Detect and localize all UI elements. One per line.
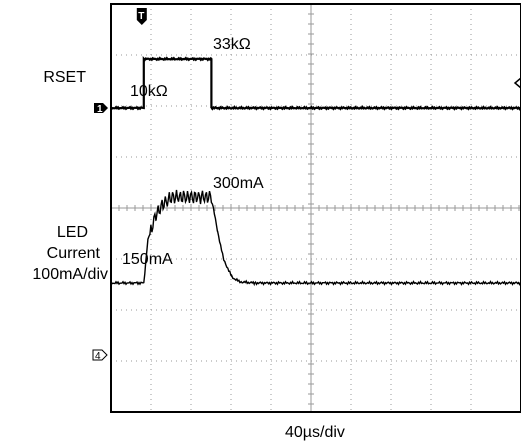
led-current-trace: [110, 189, 521, 287]
rset-high-value-label: 33kΩ: [213, 36, 251, 53]
rset-label: RSET: [43, 69, 86, 86]
channel-4-marker: [92, 349, 108, 361]
channel-1-marker: [94, 103, 108, 113]
led-high-value-label: 300mA: [213, 175, 264, 192]
rset-trace: [110, 55, 521, 111]
trigger-marker: [136, 8, 147, 25]
rset-low-value-label: 10kΩ: [130, 83, 168, 100]
trigger-level-arrow: [513, 77, 521, 89]
trigger-marker-label: T: [138, 11, 144, 22]
led-scale-label: 100mA/div: [32, 266, 108, 283]
channel-1-marker-label: 1: [97, 104, 103, 115]
screen-border: [110, 3, 521, 413]
led-current-label-line2: Current: [46, 245, 100, 262]
timebase-label: 40µs/div: [285, 424, 345, 441]
led-low-value-label: 150mA: [122, 251, 173, 268]
channel-4-marker-label: 4: [95, 351, 101, 362]
led-current-label-line1: LED: [56, 224, 88, 241]
